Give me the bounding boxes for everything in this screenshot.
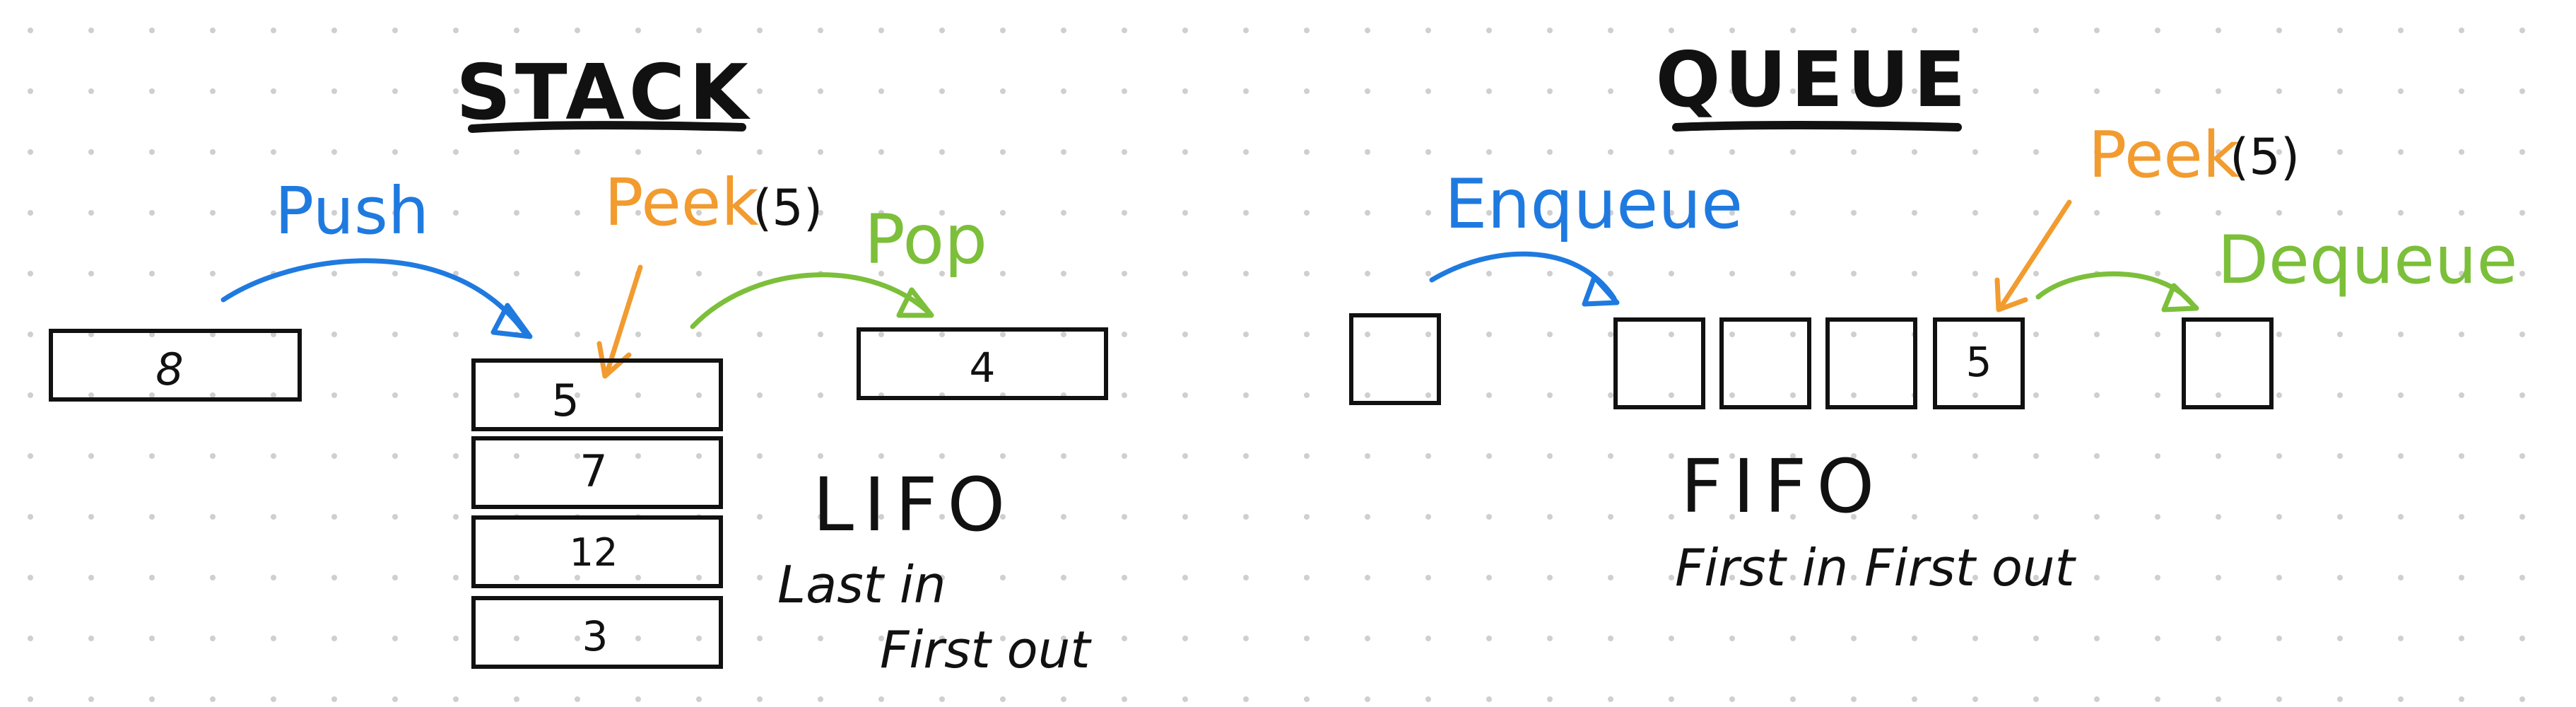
queue-desc: First in First out xyxy=(1675,538,2077,597)
stack-popped-box xyxy=(857,327,1108,400)
stack-item-value: 3 xyxy=(582,612,608,660)
pop-arrow-head xyxy=(896,287,934,318)
pop-label: Pop xyxy=(864,200,987,279)
stack-mode: LIFO xyxy=(813,462,1015,548)
queue-dequeued-box xyxy=(2182,317,2274,409)
stack-incoming-box xyxy=(49,329,302,402)
stack-peek-label: Peek xyxy=(604,165,759,240)
queue-item-box xyxy=(1613,317,1705,409)
enqueue-arrow xyxy=(1429,251,1620,307)
push-arrow xyxy=(220,258,533,339)
push-arrow-shaft xyxy=(220,258,527,335)
queue-peek-value: (5) xyxy=(2230,128,2300,186)
stack-item-value: 7 xyxy=(580,445,607,497)
stack-item-box xyxy=(471,436,723,509)
stack-title-underline xyxy=(468,121,746,133)
queue-incoming-box xyxy=(1349,313,1441,405)
stack-desc-line2: First out xyxy=(880,620,1092,679)
enqueue-arrow-head xyxy=(1582,274,1620,307)
queue-peek-arrow-shaft xyxy=(1997,199,2072,311)
stack-item-box xyxy=(471,358,723,431)
queue-title: QUEUE xyxy=(1656,36,1970,124)
dequeue-arrow-head xyxy=(2161,283,2199,312)
push-label: Push xyxy=(275,173,429,249)
queue-peek-arrow-head xyxy=(1994,277,2028,312)
queue-item-value: 5 xyxy=(1966,338,1992,386)
push-arrow-head xyxy=(490,303,533,339)
enqueue-label: Enqueue xyxy=(1445,165,1743,244)
stack-item-box xyxy=(471,515,723,588)
queue-peek-label: Peek xyxy=(2088,118,2240,192)
queue-mode: FIFO xyxy=(1681,443,1884,530)
dequeue-label: Dequeue xyxy=(2218,222,2518,299)
stack-items: 5 7 12 3 xyxy=(471,358,723,669)
queue-title-underline xyxy=(1672,121,1962,132)
stack-peek-value: (5) xyxy=(753,179,823,237)
queue-item-box xyxy=(1933,317,2025,409)
pop-arrow xyxy=(690,272,934,329)
queue-peek-arrow xyxy=(1994,199,2072,312)
queue-items: 5 xyxy=(1613,317,2025,409)
queue-section: QUEUE Enqueue 5 Peek (5) xyxy=(1349,36,2518,597)
queue-item-box xyxy=(1825,317,1917,409)
stack-desc-line1: Last in xyxy=(777,555,946,614)
stack-incoming-value: 8 xyxy=(155,344,183,395)
pop-arrow-shaft xyxy=(690,272,930,329)
stack-peek-arrow-shaft xyxy=(604,264,643,378)
dequeue-arrow xyxy=(2035,271,2199,312)
stack-popped-value: 4 xyxy=(970,344,996,392)
stack-section: STACK 8 Push Peek (5) Pop 4 5 xyxy=(49,49,1108,679)
stack-item-value: 5 xyxy=(551,375,579,426)
stack-item-box xyxy=(471,596,723,669)
queue-item-box xyxy=(1719,317,1811,409)
stack-item-value: 12 xyxy=(570,530,618,575)
